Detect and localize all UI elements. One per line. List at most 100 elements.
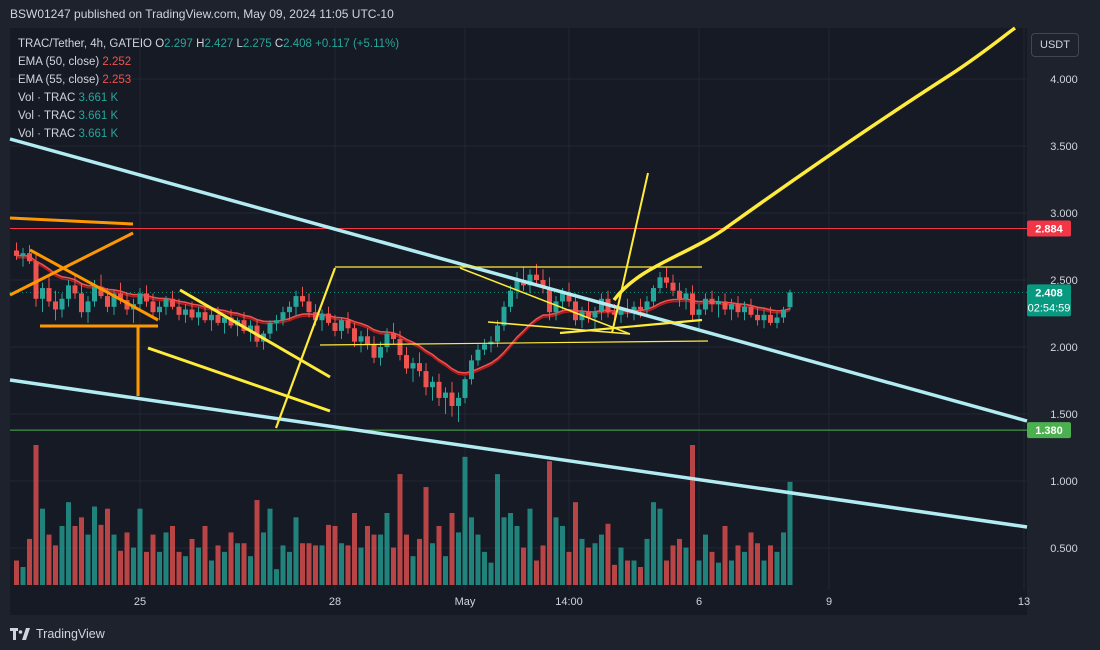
candle-body	[742, 306, 747, 313]
price-label-box	[1027, 284, 1071, 317]
volume-bar	[618, 547, 624, 585]
legend-vol-row[interactable]: Vol · TRAC 3.661 K	[18, 125, 399, 143]
volume-bar	[176, 551, 182, 585]
candle-body	[384, 333, 390, 347]
close-value: 2.408	[283, 38, 312, 50]
candle-body	[352, 328, 357, 342]
candle-body	[566, 293, 572, 302]
publisher-text: BSW01247 published on TradingView.com, M…	[10, 7, 394, 21]
candle-body	[46, 288, 52, 302]
legend-ema50-row[interactable]: EMA (50, close) 2.252	[18, 53, 399, 71]
tradingview-brand[interactable]: TradingView	[10, 627, 105, 641]
candle-body	[417, 363, 422, 372]
volume-bar	[46, 534, 52, 585]
candle-body	[124, 300, 130, 310]
candle-body	[27, 253, 32, 262]
legend-vol-row[interactable]: Vol · TRAC 3.661 K	[18, 89, 399, 107]
candle-body	[371, 344, 377, 358]
close-label: C	[274, 38, 284, 50]
volume-bar	[378, 534, 383, 585]
legend-ema55-row[interactable]: EMA (55, close) 2.253	[18, 71, 399, 89]
symbol-name[interactable]: TRAC/Tether, 4h, GATEIO	[18, 38, 152, 50]
y-tick-label: 3.500	[1050, 141, 1078, 153]
price-axis-pane	[1027, 28, 1100, 615]
y-tick-label: 1.500	[1050, 409, 1078, 421]
candle-body	[118, 293, 123, 301]
candle-body	[787, 292, 793, 308]
volume-bar	[690, 445, 695, 585]
legend-vol-row[interactable]: Vol · TRAC 3.661 K	[18, 107, 399, 125]
candle-body	[72, 285, 78, 294]
volume-bar	[566, 551, 572, 585]
vol-label: Vol · TRAC	[18, 92, 76, 104]
candle-body	[644, 301, 650, 310]
candle-body	[677, 290, 682, 299]
candle-body	[761, 314, 767, 321]
high-label: H	[196, 38, 205, 50]
volume-bar	[761, 560, 767, 585]
volume-bar	[20, 567, 26, 585]
volume-bar	[443, 556, 448, 585]
volume-bar	[495, 474, 500, 585]
volume-bar	[508, 513, 513, 585]
volume-bar	[326, 524, 331, 585]
volume-bar	[573, 502, 578, 585]
yellow-target-curve	[612, 26, 1017, 302]
volume-bar	[514, 525, 520, 585]
volume-bar	[118, 550, 123, 585]
ema55-label: EMA (55, close)	[18, 74, 100, 86]
channel-upper-line	[9, 137, 1028, 423]
volume-bar	[521, 547, 526, 585]
candle-body	[547, 288, 552, 313]
candle-body	[196, 312, 201, 318]
candle-body	[716, 301, 721, 305]
volume-bar	[592, 543, 598, 585]
volume-bar	[501, 517, 507, 585]
volume-bar	[300, 543, 305, 585]
currency-button[interactable]: USDT	[1031, 33, 1079, 57]
volume-bar	[248, 556, 253, 585]
orange-line	[29, 248, 159, 322]
vol-value: 3.661 K	[78, 110, 119, 122]
low-label: L	[236, 38, 243, 50]
candle-body	[267, 322, 273, 334]
candle-body	[319, 313, 325, 321]
volume-bar	[638, 567, 643, 585]
volume-bar	[235, 543, 240, 585]
price-chart[interactable]: 4.000 3.500 3.000 2.500 2.000 1.500 1.000 0.500…	[0, 0, 1100, 620]
candle-body	[306, 301, 312, 313]
volume-bar	[53, 545, 58, 585]
tradingview-logo-icon	[10, 628, 30, 640]
candle-body	[313, 312, 318, 321]
volume-bar	[98, 524, 104, 585]
candle-body	[618, 309, 624, 315]
volume-bar	[170, 525, 175, 585]
x-tick-label: 14:00	[555, 596, 583, 608]
chart-pane	[10, 28, 1027, 615]
orange-line	[9, 231, 134, 297]
volume-bar	[716, 562, 721, 585]
volume-bar	[365, 525, 370, 585]
volume-bar	[137, 508, 143, 585]
candle-body	[443, 392, 448, 398]
drawings	[9, 26, 1028, 529]
candle-body	[33, 261, 39, 299]
candle-body	[469, 360, 474, 380]
volume-bar	[352, 513, 357, 585]
y-tick-label: 2.000	[1050, 342, 1078, 354]
grid	[10, 28, 1027, 590]
y-tick-label: 1.000	[1050, 476, 1078, 488]
volume-bar	[209, 560, 214, 585]
candle-body	[560, 293, 565, 302]
volume-bar	[306, 543, 312, 585]
footer-bar: TradingView	[0, 620, 1100, 650]
volume-bar	[475, 534, 481, 585]
volume-bar	[768, 545, 773, 585]
volume-bar	[404, 534, 409, 585]
price-axis[interactable]: 4.000 3.500 3.000 2.500 2.000 1.500 1.000 0.500	[1050, 74, 1078, 555]
x-tick-label: 13	[1018, 596, 1030, 608]
candle-body	[735, 304, 741, 313]
candle-body	[326, 313, 331, 323]
vol-label: Vol · TRAC	[18, 110, 76, 122]
